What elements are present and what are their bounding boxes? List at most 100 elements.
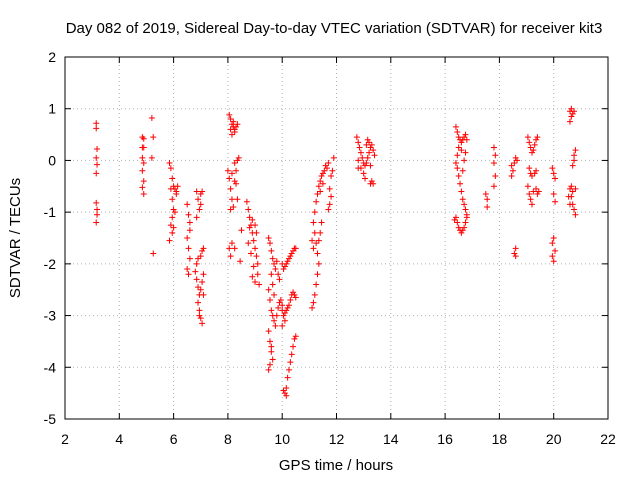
grid xyxy=(65,57,608,419)
data-point xyxy=(550,258,557,265)
data-point xyxy=(283,260,290,267)
data-point xyxy=(330,154,337,161)
data-point xyxy=(228,196,235,203)
data-point xyxy=(171,209,178,216)
data-point xyxy=(572,211,579,218)
data-point xyxy=(461,157,468,164)
data-point xyxy=(315,237,322,244)
data-point xyxy=(526,165,533,172)
data-point xyxy=(550,191,557,198)
y-tick-label: 2 xyxy=(48,49,56,65)
data-point xyxy=(94,206,101,213)
data-point xyxy=(93,120,100,127)
data-point xyxy=(524,183,531,190)
data-point xyxy=(166,160,173,167)
data-point xyxy=(366,139,373,146)
data-point xyxy=(279,302,286,309)
data-point xyxy=(228,121,235,128)
data-point xyxy=(362,162,369,169)
data-point xyxy=(199,320,206,327)
data-point xyxy=(228,131,235,138)
data-point xyxy=(265,328,272,335)
data-point xyxy=(364,136,371,143)
data-point xyxy=(290,343,297,350)
data-point xyxy=(252,245,259,252)
data-point xyxy=(280,312,287,319)
data-point xyxy=(185,211,192,218)
data-point xyxy=(288,351,295,358)
data-point xyxy=(462,206,469,213)
data-point xyxy=(227,185,234,192)
data-point xyxy=(455,144,462,151)
plot-frame xyxy=(64,56,609,420)
data-point xyxy=(317,178,324,185)
data-point xyxy=(94,146,101,153)
data-point xyxy=(185,271,192,278)
data-point xyxy=(94,211,101,218)
data-point xyxy=(277,297,284,304)
data-point xyxy=(93,199,100,206)
data-point xyxy=(287,253,294,260)
data-point xyxy=(273,312,280,319)
data-point xyxy=(317,188,324,195)
data-point xyxy=(93,125,100,132)
data-point xyxy=(550,235,557,241)
data-point xyxy=(315,260,322,267)
data-point xyxy=(291,335,298,342)
data-point xyxy=(454,152,461,159)
data-point xyxy=(272,322,279,329)
data-point xyxy=(226,245,233,252)
data-point xyxy=(228,170,235,177)
data-point xyxy=(197,201,204,208)
data-point xyxy=(314,191,321,198)
data-point xyxy=(323,165,330,172)
data-point xyxy=(284,304,291,311)
data-point xyxy=(193,276,200,283)
data-point xyxy=(167,222,174,229)
data-point xyxy=(550,170,557,177)
data-point xyxy=(227,206,234,213)
data-point xyxy=(355,139,362,146)
data-point xyxy=(514,157,521,164)
y-tick-label: -4 xyxy=(44,359,57,375)
data-point xyxy=(292,294,299,301)
data-point xyxy=(490,144,497,151)
data-point xyxy=(528,149,535,156)
data-point xyxy=(292,333,299,340)
data-point xyxy=(139,167,146,174)
data-point xyxy=(290,247,297,254)
data-point xyxy=(290,289,297,296)
data-point xyxy=(140,135,147,142)
data-point xyxy=(272,266,279,273)
data-point xyxy=(247,250,254,257)
data-point xyxy=(169,214,176,221)
data-point xyxy=(253,253,260,260)
data-point xyxy=(368,178,375,185)
data-point xyxy=(140,144,147,151)
data-point xyxy=(266,240,273,247)
data-point xyxy=(199,278,206,285)
data-point xyxy=(186,227,193,234)
data-point xyxy=(184,201,191,208)
data-point xyxy=(237,258,244,265)
data-point xyxy=(459,196,466,203)
data-point xyxy=(167,185,174,192)
data-point xyxy=(356,144,363,151)
data-point xyxy=(291,291,298,298)
data-point xyxy=(311,291,318,298)
data-point xyxy=(549,253,556,260)
data-point xyxy=(245,240,252,247)
data-point xyxy=(533,167,540,174)
data-point xyxy=(362,175,369,182)
data-point xyxy=(197,253,204,260)
data-point xyxy=(533,136,540,143)
data-point xyxy=(266,361,273,368)
data-point xyxy=(285,366,292,373)
data-point xyxy=(454,165,461,172)
data-point xyxy=(533,185,540,192)
data-point xyxy=(250,237,257,244)
x-tick-label: 2 xyxy=(61,431,69,447)
data-point xyxy=(266,338,273,345)
data-point xyxy=(192,268,199,275)
data-point xyxy=(195,255,202,262)
